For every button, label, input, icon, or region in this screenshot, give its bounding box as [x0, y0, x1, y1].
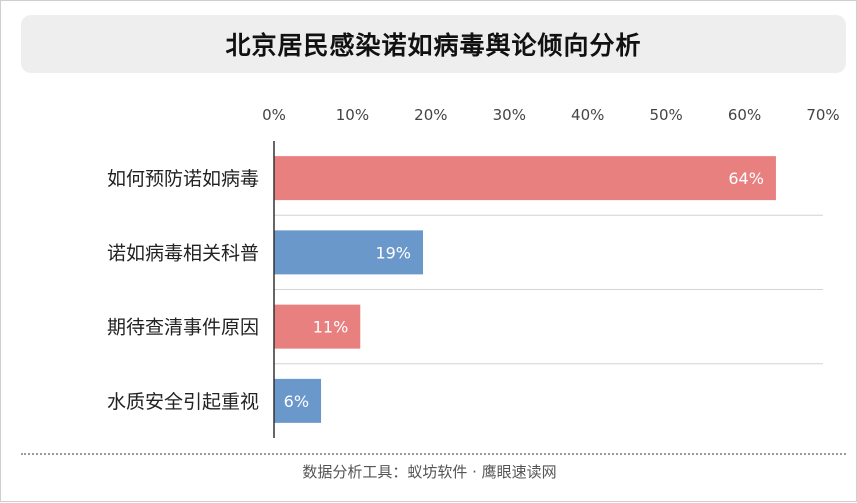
bar-value-label: 64%	[728, 169, 764, 188]
bar-value-label: 6%	[284, 392, 309, 411]
bar-2	[274, 230, 424, 275]
bar-3	[274, 304, 361, 349]
category-label: 水质安全引起重视	[107, 391, 259, 413]
x-tick-label: 70%	[806, 106, 839, 124]
category-label: 期待查清事件原因	[107, 317, 259, 339]
x-tick-label: 20%	[414, 106, 447, 124]
category-label: 如何预防诺如病毒	[107, 168, 259, 190]
chart-title: 北京居民感染诺如病毒舆论倾向分析	[225, 31, 642, 60]
bar-1	[274, 156, 776, 201]
x-tick-label: 30%	[493, 106, 526, 124]
bar-value-label: 11%	[313, 318, 349, 337]
footer-divider	[21, 453, 846, 455]
category-label: 诺如病毒相关科普	[107, 242, 259, 264]
x-tick-label: 50%	[649, 106, 682, 124]
x-tick-label: 0%	[262, 106, 286, 124]
x-tick-label: 10%	[336, 106, 369, 124]
x-tick-label: 40%	[571, 106, 604, 124]
title-banner: 北京居民感染诺如病毒舆论倾向分析	[21, 15, 846, 73]
bar-4	[274, 378, 322, 423]
bar-value-label: 19%	[375, 243, 411, 262]
x-tick-label: 60%	[728, 106, 761, 124]
footer-source: 数据分析工具：蚁坊软件 · 鹰眼速读网	[302, 463, 557, 481]
